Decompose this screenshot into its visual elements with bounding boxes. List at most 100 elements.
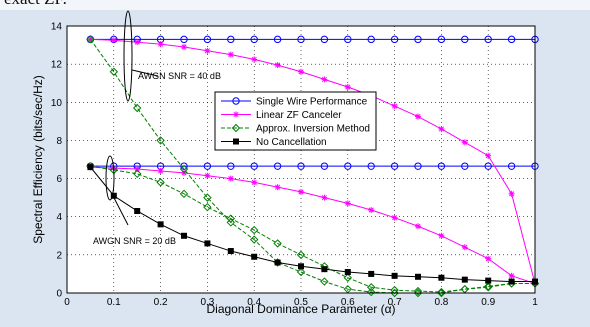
data-point-diamond [390,285,399,295]
series-1 [86,35,539,170]
data-point-circle [297,162,305,170]
data-point-diamond [203,202,212,212]
data-point-square [134,207,141,214]
data-point-circle [297,35,305,44]
data-point-square [415,273,421,280]
data-point-star [368,207,375,214]
data-point-square [204,240,211,247]
data-point-circle [437,35,446,44]
series-line [90,166,536,284]
data-point-square [251,253,258,260]
data-point-star [461,244,468,251]
star-stroke [228,176,234,182]
data-point-star [461,139,468,146]
data-point-star [134,166,141,173]
page-top-text: exact ZF. [4,0,67,9]
data-point-star [157,167,164,174]
data-point-circle [273,35,282,44]
data-point-star [391,103,398,110]
y-tick-label: 4 [56,212,62,223]
data-point-square [157,221,164,228]
data-point-square [344,269,351,276]
data-point-diamond [249,235,259,244]
star-stroke [438,233,444,239]
data-point-circle [273,162,282,170]
x-tick-label: 0.9 [481,297,495,308]
star-stroke [462,139,468,145]
star-stroke [415,223,421,229]
star-stroke [275,62,281,68]
annotations: AWGN SNR = 40 dB AWGN SNR = 20 dB [93,10,221,246]
data-point-circle [232,97,240,105]
y-tick-label: 12 [51,60,63,71]
data-point-star [134,39,141,46]
data-point-circle [461,162,469,170]
data-point-diamond [296,250,306,260]
star-stroke [485,256,491,262]
data-point-square [461,276,468,283]
data-point-star [508,272,515,279]
data-point-square [181,232,187,239]
data-point-star [274,62,281,69]
annotation-ellipse-40db [123,10,133,102]
star-stroke [228,52,234,58]
data-point-circle [203,162,212,170]
data-point-diamond [179,164,189,174]
series-line [90,166,535,283]
legend-box [214,91,377,151]
data-point-circle [484,162,492,170]
x-tick-label: 0.8 [434,297,448,308]
data-point-star [251,179,258,186]
data-point-circle [203,35,212,44]
data-point-diamond [296,267,306,277]
annotation-arrow-40db [131,69,159,77]
star-stroke [321,76,327,82]
star-stroke [298,69,304,75]
y-tick-label: 8 [56,136,62,147]
data-point-square [227,248,234,255]
data-point-diamond [226,218,236,227]
x-tick-label: 0.7 [388,297,402,308]
data-point-diamond [483,282,493,291]
star-stroke [158,41,164,47]
data-point-circle [414,162,422,170]
data-point-circle [320,35,329,44]
data-point-diamond [156,178,165,187]
legend-label: Linear ZF Canceler [256,110,342,121]
data-point-circle [250,35,258,44]
data-point-square [368,270,375,277]
data-point-diamond [109,67,119,76]
annotation-arrow-20db [111,193,129,226]
legend-label: Approx. Inversion Method [256,124,370,135]
star-stroke [251,179,257,185]
data-point-diamond [320,277,329,286]
data-point-star [321,194,328,201]
data-point-circle [367,35,375,44]
data-point-circle [344,162,352,170]
data-point-circle [437,162,446,170]
star-stroke [158,168,164,174]
data-point-diamond [249,225,259,235]
data-point-diamond [156,136,165,145]
data-point-circle [250,162,258,170]
data-point-star [485,255,492,262]
data-point-star [485,152,492,159]
star-stroke [462,244,468,250]
data-point-circle [461,35,469,44]
data-point-star [391,214,398,221]
series-line [90,165,535,293]
y-tick-label: 14 [51,22,63,33]
star-stroke [233,111,239,118]
data-point-square [298,263,304,270]
data-point-diamond [226,214,236,223]
x-tick-label: 0 [64,297,70,308]
data-point-star [204,47,211,54]
star-stroke [134,166,140,172]
data-point-star [321,76,328,83]
data-point-square [321,266,328,273]
annotation-40db: AWGN SNR = 40 dB [138,71,221,81]
star-stroke [438,126,444,132]
data-point-diamond [132,169,142,179]
star-stroke [181,44,187,50]
annotation-20db: AWGN SNR = 20 dB [93,236,176,246]
